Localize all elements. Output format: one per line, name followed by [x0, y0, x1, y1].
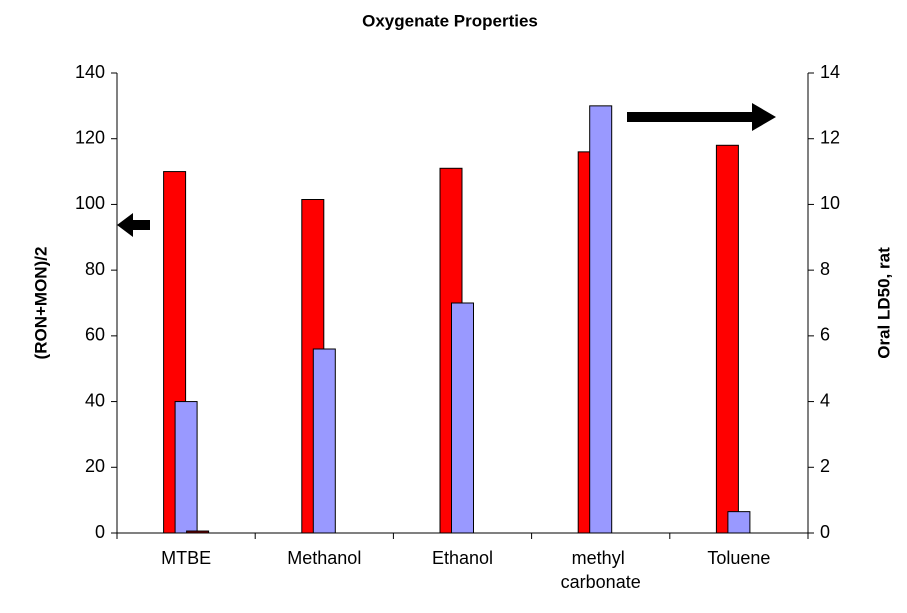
x-tick-label: Toluene [707, 548, 770, 568]
x-tick-label: Ethanol [432, 548, 493, 568]
y-tick-label: 120 [75, 127, 105, 147]
y-tick-label: 40 [85, 390, 105, 410]
bar [451, 302, 474, 534]
y-tick-label: 100 [75, 193, 105, 213]
y-tick-label: 0 [95, 522, 105, 542]
x-tick-label: MTBE [161, 548, 211, 568]
y2-tick-label: 14 [820, 62, 840, 82]
y2-tick-label: 6 [820, 325, 830, 345]
y-tick-label: 80 [85, 259, 105, 279]
y2-axis-label: Oral LD50, rat [874, 247, 893, 359]
y-tick-label: 60 [85, 325, 105, 345]
y2-tick-label: 0 [820, 522, 830, 542]
y2-tick-label: 2 [820, 456, 830, 476]
x-tick-label: methyl carbonate [561, 548, 641, 592]
chart-title: Oxygenate Properties [362, 11, 538, 30]
y2-tick-label: 10 [820, 193, 840, 213]
bar [589, 105, 613, 534]
y2-tick-label: 4 [820, 390, 830, 410]
bar [715, 144, 739, 534]
bar [312, 348, 336, 534]
y-tick-label: 20 [85, 456, 105, 476]
y-axis-label: (RON+MON)/2 [31, 247, 50, 360]
x-tick-label: Methanol [287, 548, 361, 568]
bar [727, 511, 751, 534]
right-arrow [627, 103, 776, 131]
y2-tick-label: 12 [820, 127, 840, 147]
y-tick-label: 140 [75, 62, 105, 82]
bar [174, 401, 198, 534]
y2-tick-label: 8 [820, 259, 830, 279]
left-arrow [117, 213, 150, 237]
